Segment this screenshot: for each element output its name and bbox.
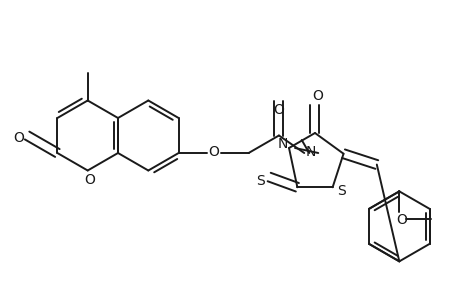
Text: N: N: [277, 137, 288, 151]
Text: S: S: [336, 184, 345, 198]
Text: O: O: [273, 103, 284, 118]
Text: O: O: [395, 213, 406, 227]
Text: O: O: [14, 131, 24, 146]
Text: S: S: [255, 174, 264, 188]
Text: O: O: [84, 173, 95, 188]
Text: O: O: [208, 145, 218, 159]
Text: N: N: [305, 145, 316, 159]
Text: O: O: [312, 89, 323, 103]
